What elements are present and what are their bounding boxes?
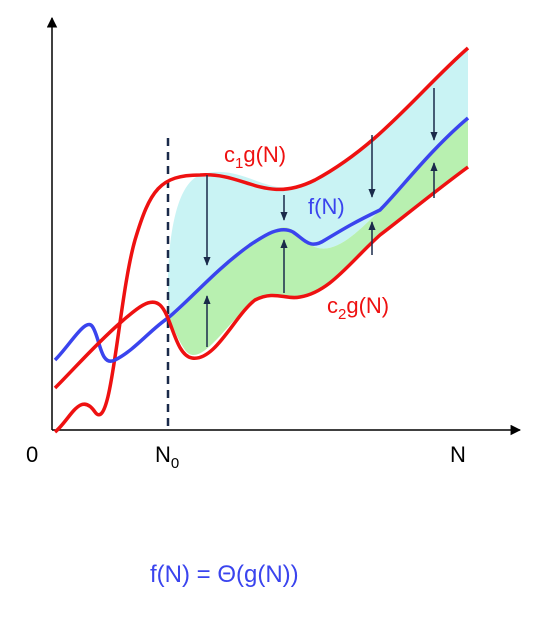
n0-label-main: N	[155, 442, 171, 467]
upper-label-tail: g(N)	[243, 142, 286, 167]
upper-band-region	[168, 48, 468, 318]
origin-label: 0	[26, 442, 38, 467]
lower-label-sub: 2	[338, 306, 346, 323]
n0-label-sub: 0	[171, 455, 179, 472]
lower-label-main: c	[327, 293, 338, 318]
upper-label-sub: 1	[235, 155, 243, 172]
upper-bound-curve	[53, 46, 470, 434]
upper-curve-label: c1g(N)	[224, 142, 286, 172]
upper-label-main: c	[224, 142, 235, 167]
lower-label-tail: g(N)	[346, 293, 389, 318]
x-axis-label: N	[450, 442, 466, 467]
middle-curve-label: f(N)	[308, 194, 345, 219]
squeeze-arrows	[203, 88, 438, 347]
lower-band-region	[168, 118, 468, 356]
n0-label: N0	[155, 442, 179, 472]
theta-caption: f(N) = Θ(g(N))	[150, 561, 299, 588]
f-of-n-curve	[53, 116, 470, 363]
lower-curve-label: c2g(N)	[327, 293, 389, 323]
lower-bound-curve	[53, 165, 470, 390]
